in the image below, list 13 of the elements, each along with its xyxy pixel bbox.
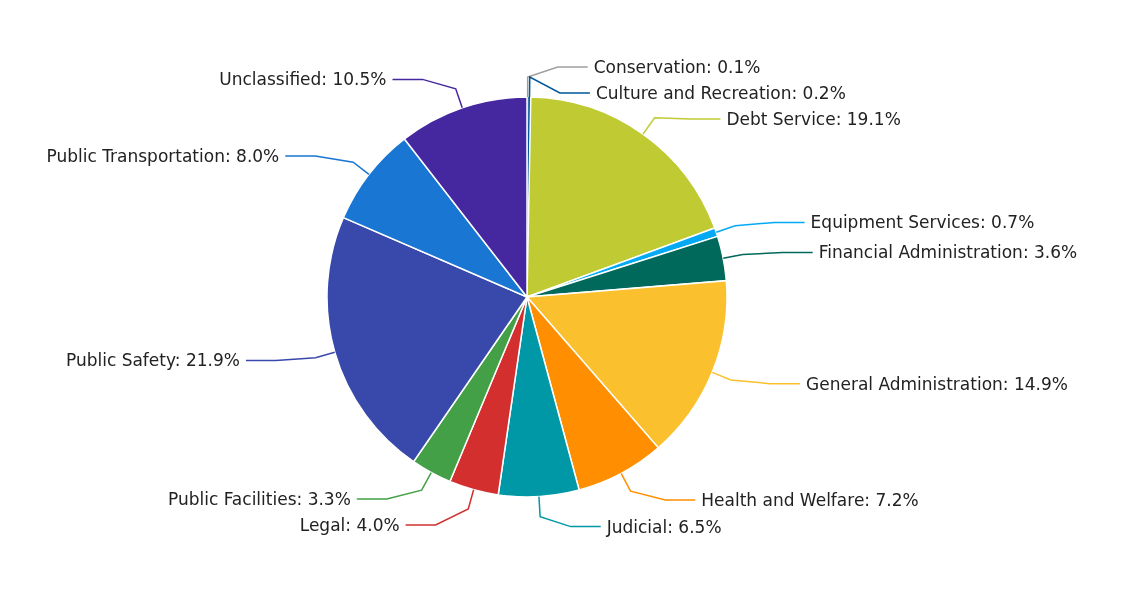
- slice-label: Financial Administration: 3.6%: [818, 242, 1078, 263]
- slice-label: General Administration: 14.9%: [806, 373, 1068, 394]
- slice-label: Public Safety: 21.9%: [65, 350, 240, 371]
- slice-label: Equipment Services: 0.7%: [810, 212, 1035, 233]
- slice-label: Culture and Recreation: 0.2%: [595, 82, 846, 103]
- slice-label: Legal: 4.0%: [299, 514, 400, 535]
- slice-label: Debt Service: 19.1%: [726, 108, 901, 129]
- slice-label: Conservation: 0.1%: [593, 56, 761, 77]
- slice-label: Public Facilities: 3.3%: [167, 488, 351, 509]
- slice-label: Unclassified: 10.5%: [219, 69, 387, 90]
- slice-label: Health and Welfare: 7.2%: [701, 489, 919, 510]
- slice-label: Judicial: 6.5%: [605, 516, 722, 537]
- slice-label: Public Transportation: 8.0%: [46, 145, 280, 166]
